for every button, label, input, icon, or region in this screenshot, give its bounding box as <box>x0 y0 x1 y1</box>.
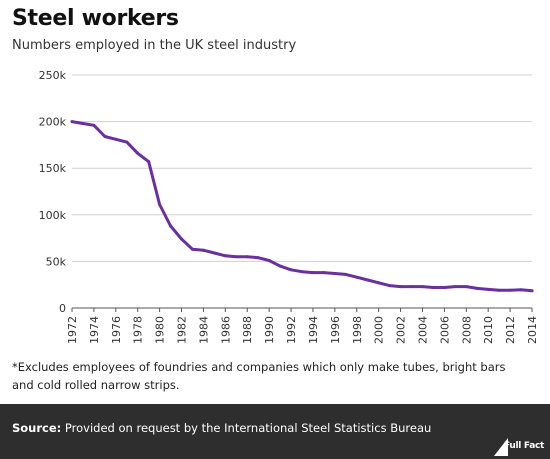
source-text: Provided on request by the International… <box>64 421 432 435</box>
data-point <box>180 237 184 241</box>
data-point <box>420 285 424 289</box>
x-tick-label: 1982 <box>176 316 189 344</box>
footnote: *Excludes employees of foundries and com… <box>12 360 506 392</box>
data-point <box>464 285 468 289</box>
data-point <box>431 285 435 289</box>
data-point <box>190 247 194 251</box>
y-tick-label: 150k <box>39 162 67 175</box>
data-point <box>136 151 140 155</box>
series-layer <box>70 120 534 293</box>
x-tick-label: 2002 <box>395 316 408 344</box>
data-point <box>508 288 512 292</box>
y-tick-label: 50k <box>46 255 67 268</box>
data-point <box>147 160 151 164</box>
data-point <box>169 224 173 228</box>
data-point <box>366 278 370 282</box>
data-point <box>355 275 359 279</box>
full-fact-logo-icon <box>494 438 508 456</box>
chart-title: Steel workers <box>12 6 179 31</box>
logo-text: Full Fact <box>504 441 545 451</box>
data-point <box>486 287 490 291</box>
y-axis-ticks: 0 50k 100k 150k 200k 250k <box>39 69 67 315</box>
x-tick-label: 2006 <box>438 316 451 344</box>
data-point <box>344 272 348 276</box>
data-point <box>256 256 260 260</box>
x-tick-label: 2014 <box>526 316 539 344</box>
x-tick-label: 1972 <box>66 316 79 344</box>
x-tick-label: 1980 <box>154 316 167 344</box>
x-tick-label: 1998 <box>351 316 364 344</box>
series-line <box>70 120 534 293</box>
source-line: Source: Provided on request by the Inter… <box>12 421 431 435</box>
data-point <box>333 272 337 276</box>
data-point <box>223 254 227 258</box>
data-point <box>530 289 534 293</box>
data-point <box>81 121 85 125</box>
data-point <box>267 258 271 262</box>
x-tick-label: 2004 <box>416 316 429 344</box>
x-tick-label: 1992 <box>285 316 298 344</box>
x-tick-label: 1986 <box>219 316 232 344</box>
data-point <box>114 137 118 141</box>
gridlines <box>72 74 532 262</box>
y-tick-label: 250k <box>39 69 67 82</box>
data-point <box>234 255 238 259</box>
x-tick-label: 2008 <box>460 316 473 344</box>
y-tick-label: 100k <box>39 209 67 222</box>
data-point <box>322 271 326 275</box>
data-point <box>92 123 96 127</box>
x-tick-label: 1974 <box>88 316 101 344</box>
data-point <box>410 285 414 289</box>
data-point <box>158 203 162 207</box>
data-point <box>311 271 315 275</box>
x-tick-label: 2012 <box>504 316 517 344</box>
chart-subtitle: Numbers employed in the UK steel industr… <box>12 38 297 53</box>
y-tick-label: 0 <box>59 302 66 315</box>
data-point <box>289 268 293 272</box>
x-tick-label: 1994 <box>307 316 320 344</box>
data-point <box>212 251 216 255</box>
x-tick-label: 1988 <box>241 316 254 344</box>
y-tick-label: 200k <box>39 116 67 129</box>
data-point <box>125 140 129 144</box>
x-tick-label: 1990 <box>263 316 276 344</box>
x-tick-label: 1976 <box>110 316 123 344</box>
footer-bar: Source: Provided on request by the Inter… <box>0 404 550 459</box>
data-point <box>442 285 446 289</box>
x-tick-label: 2010 <box>482 316 495 344</box>
data-point <box>377 281 381 285</box>
data-point <box>201 248 205 252</box>
data-point <box>103 135 107 139</box>
x-axis-ticks: 1972 1974 1976 1978 1980 1982 1984 1986 1988 1990… <box>66 308 539 344</box>
data-point <box>278 264 282 268</box>
x-tick-label: 2000 <box>373 316 386 344</box>
data-point <box>519 288 523 292</box>
data-point <box>399 285 403 289</box>
data-point <box>497 288 501 292</box>
line-chart: 0 50k 100k 150k 200k 250k 1972 1974 1976 1978 198… <box>39 69 539 344</box>
data-point <box>245 255 249 259</box>
data-point <box>388 284 392 288</box>
x-tick-label: 1978 <box>132 316 145 344</box>
data-point <box>475 286 479 290</box>
data-point <box>70 120 74 124</box>
x-tick-label: 1984 <box>197 316 210 344</box>
x-tick-label: 1996 <box>329 316 342 344</box>
source-label: Source: <box>12 421 62 435</box>
data-point <box>300 270 304 274</box>
data-point <box>453 285 457 289</box>
